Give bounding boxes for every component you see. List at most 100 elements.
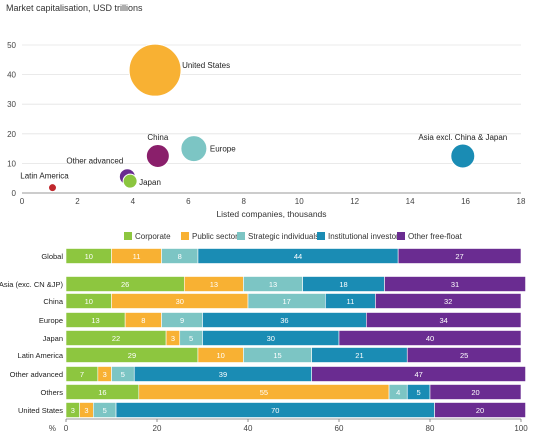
- scatter-y-tick: 40: [7, 71, 16, 80]
- bar-value-label: 13: [91, 316, 99, 325]
- bar-x-tick: 100: [514, 424, 528, 433]
- bar-x-tick: 80: [426, 424, 435, 433]
- bar-category-label: Global: [41, 252, 63, 261]
- bubble: [122, 173, 138, 189]
- bar-value-label: 16: [98, 388, 106, 397]
- bubble-label: Japan: [139, 178, 161, 187]
- bar-value-label: 11: [346, 297, 354, 306]
- scatter-y-tick: 0: [12, 189, 17, 198]
- legend-label: Institutional investors: [328, 232, 403, 241]
- bar-segment: [429, 384, 522, 400]
- bar-value-label: 10: [85, 297, 93, 306]
- scatter-x-tick: 6: [186, 197, 191, 206]
- scatter-x-label: Listed companies, thousands: [216, 209, 326, 219]
- bubble-label: Other advanced: [66, 157, 123, 166]
- legend-swatch: [124, 232, 132, 240]
- bubble-label: Latin America: [20, 172, 69, 181]
- bar-segment: [311, 366, 526, 382]
- scatter-x-tick: 2: [75, 197, 80, 206]
- bar-value-label: 29: [128, 351, 136, 360]
- scatter-x-tick: 8: [242, 197, 247, 206]
- bar-value-label: 10: [217, 351, 225, 360]
- bar-segment: [406, 347, 522, 363]
- bar-x-tick: 60: [335, 424, 344, 433]
- bar-category-label: Japan: [43, 334, 63, 343]
- bubble: [145, 144, 170, 168]
- legend-swatch: [397, 232, 405, 240]
- bar-value-label: 3: [171, 334, 175, 343]
- scatter-x-tick: 16: [461, 197, 470, 206]
- bar-value-label: 36: [280, 316, 288, 325]
- bubble: [450, 143, 476, 169]
- scatter-x-tick: 18: [517, 197, 526, 206]
- bar-value-label: 10: [85, 252, 93, 261]
- bubble-label: Europe: [210, 145, 236, 154]
- bar-segment: [375, 293, 522, 309]
- bar-category-label: Latin America: [18, 351, 64, 360]
- scatter-y-tick: 20: [7, 130, 16, 139]
- bar-value-label: 8: [178, 252, 182, 261]
- bar-value-label: 27: [455, 252, 463, 261]
- bar-value-label: 25: [460, 351, 468, 360]
- bar-value-label: 34: [439, 316, 447, 325]
- bubble: [47, 183, 57, 193]
- bar-segment: [338, 330, 522, 346]
- bar-value-label: 22: [112, 334, 120, 343]
- bar-segment: [365, 312, 522, 328]
- bubble: [128, 43, 182, 97]
- bar-value-label: 5: [121, 370, 125, 379]
- bar-value-label: 8: [141, 316, 145, 325]
- bar-segment: [397, 248, 522, 264]
- scatter-y-tick: 30: [7, 100, 16, 109]
- bar-value-label: 13: [210, 280, 218, 289]
- scatter-x-tick: 0: [20, 197, 25, 206]
- bar-value-label: 30: [176, 297, 184, 306]
- bar-category-label: Asia (exc. CN &JP): [0, 280, 63, 289]
- bubble-label: Asia excl. China & Japan: [418, 133, 507, 142]
- scatter-y-tick: 10: [7, 159, 16, 168]
- bar-segment: [384, 276, 526, 292]
- bar-value-label: 17: [283, 297, 291, 306]
- bar-value-label: 9: [180, 316, 184, 325]
- bar-value-label: 18: [339, 280, 347, 289]
- bar-value-label: 4: [396, 388, 400, 397]
- bar-value-label: 5: [417, 388, 421, 397]
- bar-value-label: 55: [260, 388, 268, 397]
- bar-category-label: China: [43, 297, 63, 306]
- bar-value-label: 20: [471, 388, 479, 397]
- bar-value-label: 3: [103, 370, 107, 379]
- bar-x-tick: 20: [153, 424, 162, 433]
- bar-value-label: 3: [71, 406, 75, 415]
- bar-value-label: 5: [103, 406, 107, 415]
- bar-value-label: 31: [451, 280, 459, 289]
- legend-swatch: [237, 232, 245, 240]
- scatter-x-tick: 12: [350, 197, 359, 206]
- legend-label: Other free-float: [408, 232, 463, 241]
- bar-value-label: 13: [269, 280, 277, 289]
- bar-x-label: %: [49, 424, 56, 433]
- bubble-label: China: [147, 133, 168, 142]
- legend-swatch: [317, 232, 325, 240]
- bar-value-label: 39: [219, 370, 227, 379]
- bar-value-label: 5: [189, 334, 193, 343]
- bar-value-label: 11: [133, 252, 141, 261]
- scatter-x-tick: 10: [295, 197, 304, 206]
- scatter-x-tick: 14: [406, 197, 415, 206]
- bar-value-label: 47: [414, 370, 422, 379]
- bar-segment: [434, 402, 526, 418]
- bubble-label: United States: [182, 61, 230, 70]
- bar-value-label: 15: [273, 351, 281, 360]
- bar-value-label: 40: [426, 334, 434, 343]
- bar-category-label: Others: [40, 388, 63, 397]
- bar-value-label: 26: [121, 280, 129, 289]
- bar-value-label: 3: [84, 406, 88, 415]
- bar-value-label: 7: [80, 370, 84, 379]
- bar-category-label: Europe: [39, 316, 63, 325]
- bar-value-label: 44: [294, 252, 302, 261]
- scatter-x-tick: 4: [131, 197, 136, 206]
- bar-x-tick: 40: [244, 424, 253, 433]
- bar-value-label: 30: [267, 334, 275, 343]
- bar-value-label: 20: [476, 406, 484, 415]
